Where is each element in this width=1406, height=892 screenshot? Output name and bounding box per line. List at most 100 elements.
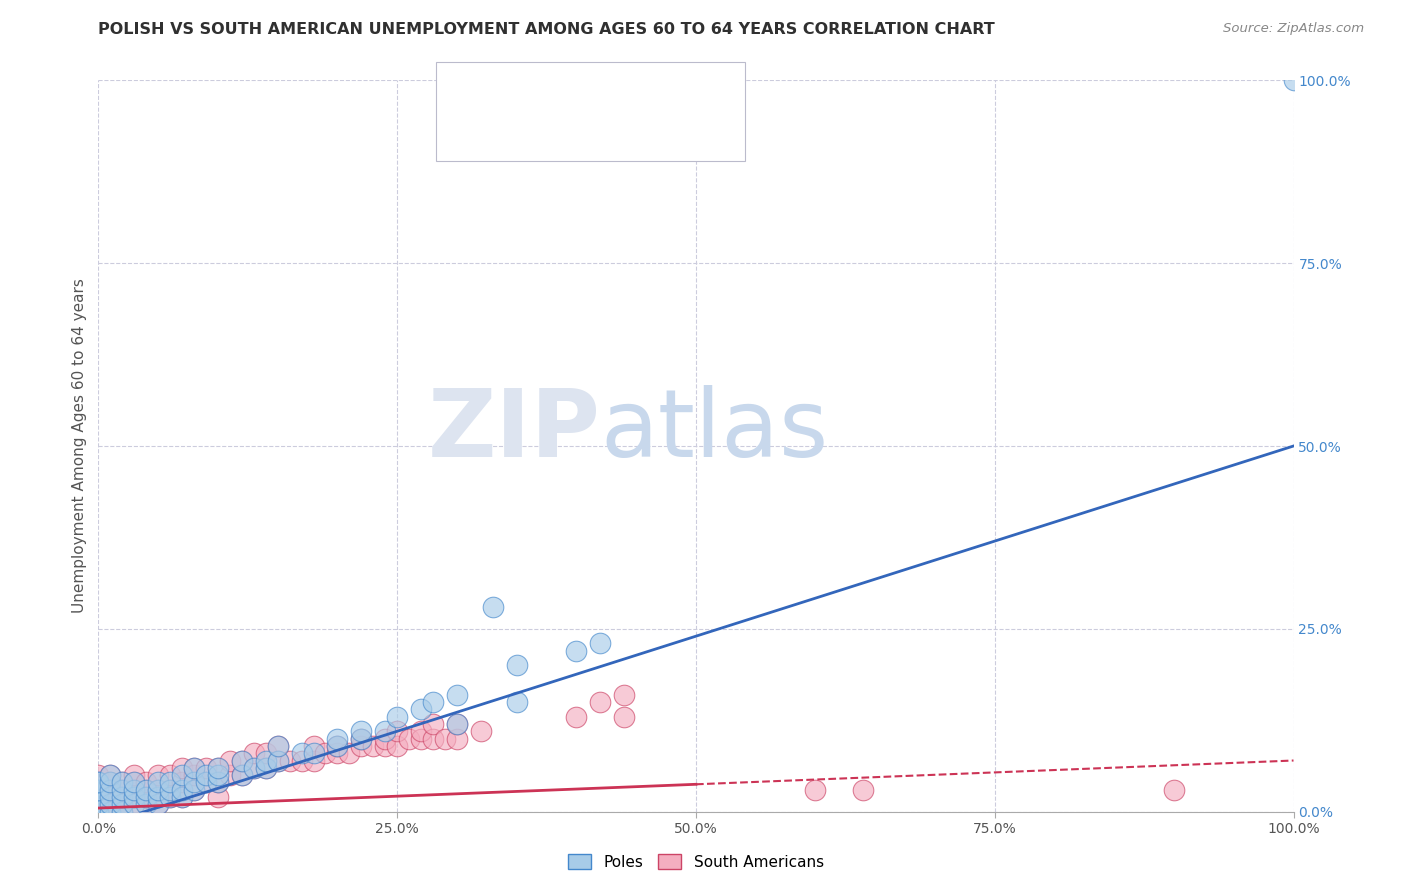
Point xyxy=(219,768,242,782)
Point xyxy=(302,754,325,768)
Point xyxy=(87,797,110,812)
Point xyxy=(172,775,194,789)
Point xyxy=(87,790,110,805)
Point xyxy=(87,805,110,819)
Point xyxy=(194,775,218,789)
Point xyxy=(207,775,229,789)
Point xyxy=(124,782,146,797)
Point xyxy=(172,782,194,797)
Point xyxy=(159,790,181,805)
Point xyxy=(326,746,349,760)
Point xyxy=(446,717,468,731)
Point xyxy=(243,761,266,775)
Point xyxy=(183,782,205,797)
Point xyxy=(98,790,122,805)
Point xyxy=(613,709,636,723)
Point xyxy=(87,805,110,819)
Point xyxy=(207,775,229,789)
Point xyxy=(87,790,110,805)
Point xyxy=(87,775,110,789)
Point xyxy=(267,754,290,768)
Point xyxy=(267,739,290,753)
Point xyxy=(135,782,157,797)
Point xyxy=(804,782,827,797)
Point xyxy=(254,754,277,768)
Point xyxy=(124,797,146,812)
Point xyxy=(148,797,170,812)
Point xyxy=(194,768,218,782)
Point xyxy=(183,782,205,797)
Point xyxy=(148,768,170,782)
Point xyxy=(411,724,433,739)
Point xyxy=(111,805,134,819)
Point xyxy=(124,768,146,782)
Point xyxy=(350,731,373,746)
Point xyxy=(111,797,134,812)
Point xyxy=(385,724,409,739)
Point xyxy=(87,805,110,819)
Text: ZIP: ZIP xyxy=(427,385,600,477)
Point xyxy=(254,761,277,775)
Point xyxy=(385,709,409,723)
Point xyxy=(411,702,433,716)
Text: R = 0.662   N = 75: R = 0.662 N = 75 xyxy=(503,81,648,96)
Point xyxy=(326,739,349,753)
Point xyxy=(231,754,253,768)
Point xyxy=(98,768,122,782)
Point xyxy=(159,790,181,805)
Point xyxy=(159,768,181,782)
Point xyxy=(135,797,157,812)
Point xyxy=(1163,782,1185,797)
Point xyxy=(194,775,218,789)
Point xyxy=(565,709,588,723)
Point xyxy=(135,797,157,812)
Point xyxy=(326,731,349,746)
Point xyxy=(124,797,146,812)
Point xyxy=(183,761,205,775)
Point xyxy=(194,761,218,775)
Point xyxy=(87,782,110,797)
Point xyxy=(363,739,385,753)
Point xyxy=(172,790,194,805)
Point xyxy=(87,768,110,782)
Point xyxy=(148,782,170,797)
Point xyxy=(374,724,396,739)
Point xyxy=(565,644,588,658)
Point xyxy=(111,790,134,805)
Point xyxy=(350,724,373,739)
Point xyxy=(111,782,134,797)
Point xyxy=(243,761,266,775)
Point xyxy=(98,805,122,819)
Legend: Poles, South Americans: Poles, South Americans xyxy=(561,846,831,877)
Point xyxy=(231,768,253,782)
Point xyxy=(148,775,170,789)
Point xyxy=(254,761,277,775)
Point xyxy=(172,761,194,775)
Point xyxy=(374,739,396,753)
Point xyxy=(219,754,242,768)
Point xyxy=(207,768,229,782)
Point xyxy=(481,599,505,614)
Point xyxy=(613,688,636,702)
Point xyxy=(98,782,122,797)
Point xyxy=(111,805,134,819)
Point xyxy=(422,717,444,731)
Point xyxy=(87,775,110,789)
Text: POLISH VS SOUTH AMERICAN UNEMPLOYMENT AMONG AGES 60 TO 64 YEARS CORRELATION CHAR: POLISH VS SOUTH AMERICAN UNEMPLOYMENT AM… xyxy=(98,22,995,37)
Point xyxy=(231,754,253,768)
Point xyxy=(267,739,290,753)
Point xyxy=(159,775,181,789)
Point xyxy=(111,797,134,812)
Point xyxy=(385,739,409,753)
Point xyxy=(183,761,205,775)
Point xyxy=(589,636,612,650)
Point xyxy=(111,775,134,789)
Point xyxy=(148,797,170,812)
Point xyxy=(302,739,325,753)
Point xyxy=(148,790,170,805)
Point xyxy=(159,782,181,797)
Point xyxy=(433,731,456,746)
Point xyxy=(111,775,134,789)
Point xyxy=(159,782,181,797)
Point xyxy=(124,790,146,805)
